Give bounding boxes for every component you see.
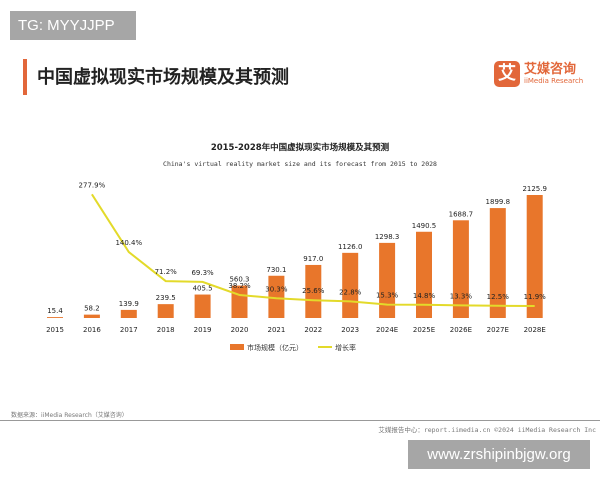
growth-label-2018: 71.2% — [155, 268, 178, 276]
bar-2026E — [452, 220, 469, 318]
bar-2024E — [379, 242, 396, 318]
logo-cn: 艾媒咨询 — [524, 61, 577, 77]
growth-label-2023: 22.8% — [339, 288, 362, 296]
bar-label-2016: 58.2 — [84, 305, 100, 313]
x-tick-2022: 2022 — [304, 326, 322, 334]
bar-label-2024E: 1298.3 — [375, 233, 400, 241]
chart-title: 2015-2028年中国虚拟现实市场规模及其预测 — [211, 142, 390, 153]
growth-label-2020: 38.2% — [228, 282, 251, 290]
logo: 艾 艾媒咨询 iiMedia Research — [494, 61, 583, 87]
watermark-bottom: www.zrshipinbjgw.org — [408, 440, 590, 469]
divider — [0, 420, 600, 421]
x-tick-2027E: 2027E — [487, 326, 509, 334]
growth-label-2024E: 15.3% — [376, 292, 399, 300]
bar-label-2015: 15.4 — [47, 307, 63, 315]
title-accent-bar — [23, 59, 27, 95]
x-tick-2023: 2023 — [341, 326, 359, 334]
x-tick-2025E: 2025E — [413, 326, 435, 334]
growth-rate-line — [91, 193, 535, 308]
growth-label-2022: 25.6% — [302, 287, 325, 295]
x-tick-2015: 2015 — [46, 326, 64, 334]
logo-en: iiMedia Research — [524, 76, 584, 85]
watermark-top: TG: MYYJJPP — [10, 11, 136, 40]
bar-label-2028E: 2125.9 — [522, 185, 547, 193]
growth-label-2019: 69.3% — [191, 269, 214, 277]
bar-2028E — [526, 195, 543, 318]
x-tick-2024E: 2024E — [376, 326, 398, 334]
source-note: 数据来源：iiMedia Research（艾媒咨询） — [11, 412, 128, 419]
growth-label-2027E: 12.5% — [487, 293, 510, 301]
bar-label-2017: 139.9 — [119, 300, 139, 308]
legend-bar-swatch — [230, 344, 244, 350]
bar-2019 — [194, 294, 211, 318]
bar-2018 — [157, 304, 174, 318]
bar-2023 — [342, 252, 359, 318]
bar-2027E — [489, 208, 506, 318]
bar-2017 — [120, 309, 137, 318]
bar-label-2018: 239.5 — [156, 294, 176, 302]
x-tick-2020: 2020 — [231, 326, 249, 334]
legend: 市场规模（亿元） 增长率 — [230, 343, 356, 352]
chart-subtitle: China's virtual reality market size and … — [163, 160, 437, 168]
x-tick-2018: 2018 — [157, 326, 175, 334]
page-title: 中国虚拟现实市场规模及其预测 — [37, 67, 289, 88]
bar-label-2022: 917.0 — [303, 255, 323, 263]
bar-label-2025E: 1490.5 — [412, 222, 437, 230]
bar-2021 — [268, 275, 285, 318]
growth-label-2017: 140.4% — [115, 239, 142, 247]
bar-2016 — [83, 314, 100, 318]
x-tick-2017: 2017 — [120, 326, 138, 334]
x-tick-2019: 2019 — [194, 326, 212, 334]
bar-2020 — [231, 285, 248, 318]
growth-label-2021: 30.3% — [265, 285, 288, 293]
bar-2022 — [305, 264, 322, 318]
growth-label-2025E: 14.8% — [413, 292, 436, 300]
bar-label-2027E: 1899.8 — [486, 198, 511, 206]
growth-label-2028E: 11.9% — [524, 293, 547, 301]
bar-label-2020: 560.3 — [229, 276, 249, 284]
bar-label-2026E: 1688.7 — [449, 210, 474, 218]
logo-mark: 艾 — [494, 61, 520, 87]
growth-label-2026E: 13.3% — [450, 292, 473, 300]
bar-label-2019: 405.5 — [193, 285, 213, 293]
growth-label-2016: 277.9% — [79, 181, 106, 189]
legend-bar-label: 市场规模（亿元） — [247, 343, 303, 352]
legend-line-label: 增长率 — [335, 343, 356, 352]
bar-label-2023: 1126.0 — [338, 243, 363, 251]
bar-2025E — [416, 231, 432, 318]
footer: 艾媒报告中心：report.iimedia.cn ©2024 iiMedia R… — [378, 426, 596, 434]
bar-label-2021: 730.1 — [266, 266, 286, 274]
x-tick-2028E: 2028E — [524, 326, 546, 334]
bar-2015 — [47, 317, 63, 318]
x-tick-2026E: 2026E — [450, 326, 472, 334]
x-tick-2021: 2021 — [267, 326, 285, 334]
x-tick-2016: 2016 — [83, 326, 101, 334]
